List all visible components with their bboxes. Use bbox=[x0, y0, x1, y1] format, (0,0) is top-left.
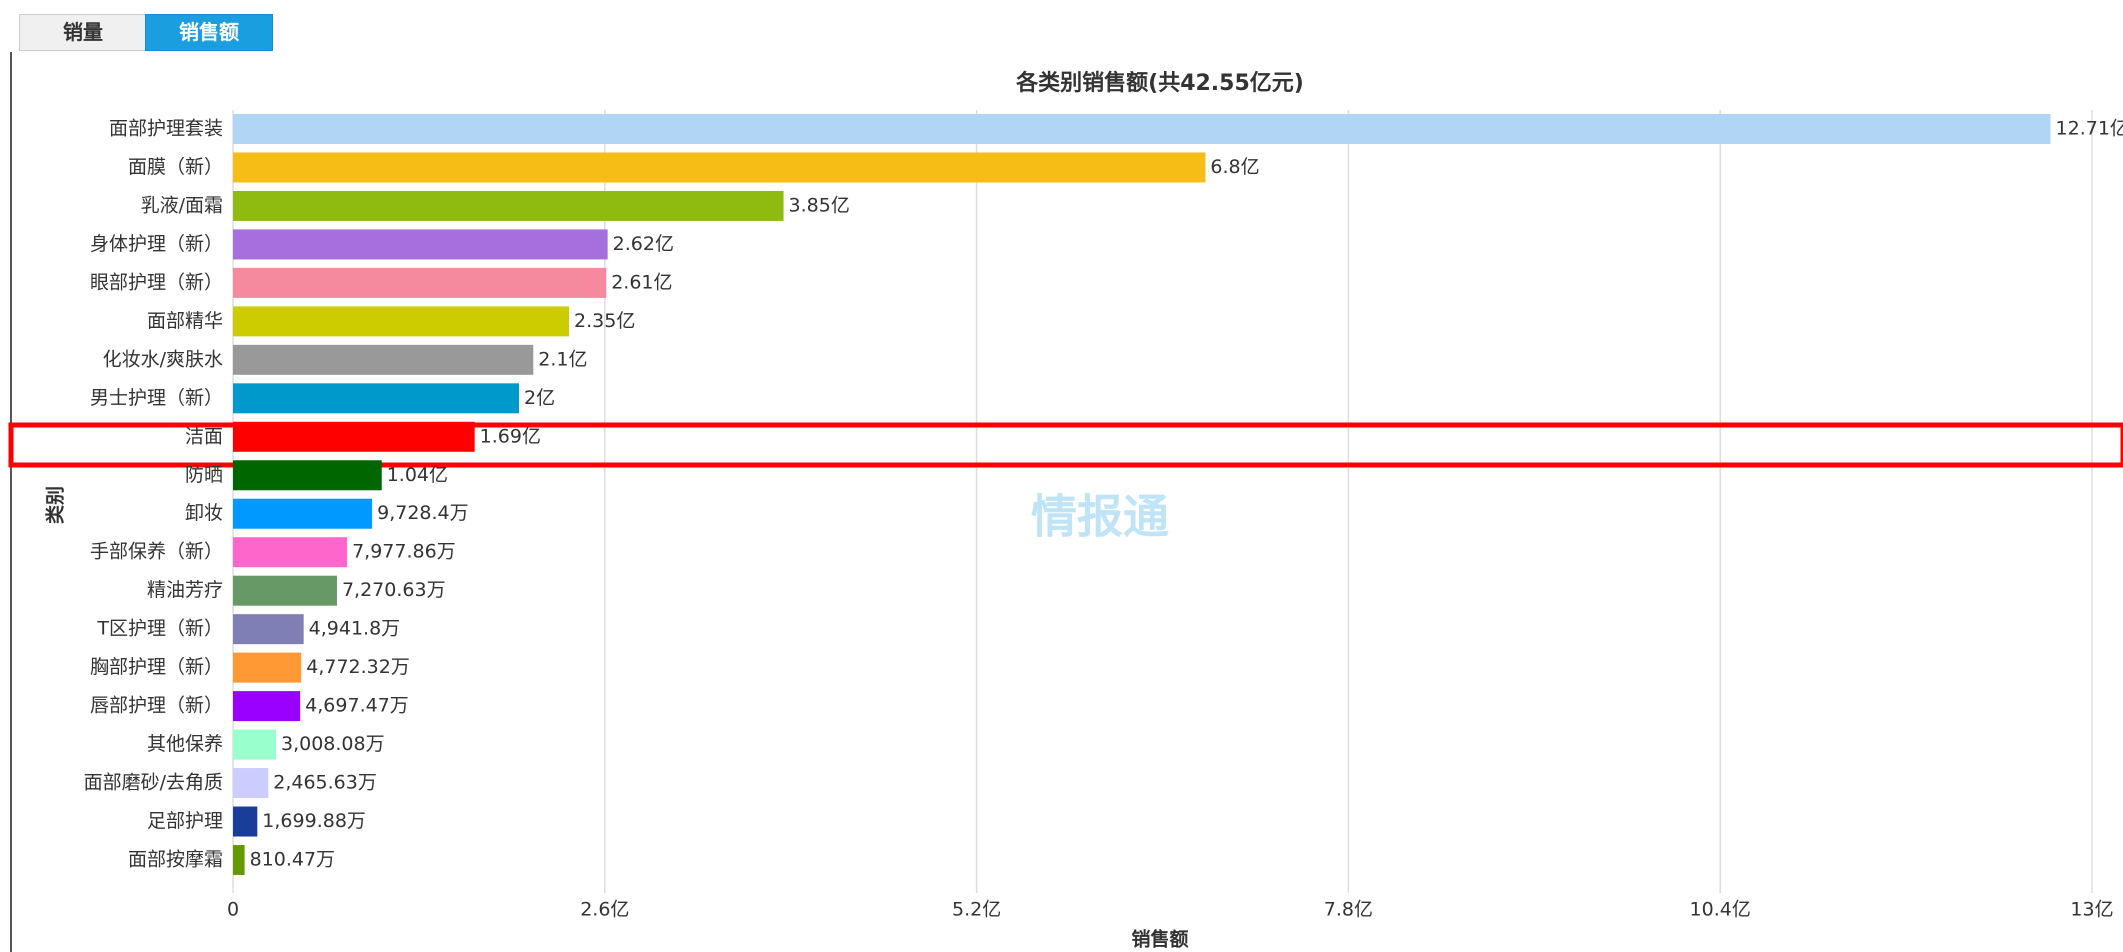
y-tick-label: 乳液/面霜 bbox=[141, 194, 223, 216]
y-tick-label: T区护理（新） bbox=[96, 618, 223, 640]
y-tick-label: 眼部护理（新） bbox=[90, 271, 223, 293]
y-tick-label: 其他保养 bbox=[147, 733, 223, 755]
value-label: 2.35亿 bbox=[574, 310, 635, 332]
bar bbox=[233, 691, 301, 722]
tab-sales-amount[interactable]: 销售额 bbox=[145, 14, 273, 51]
x-axis-title: 销售额 bbox=[1131, 928, 1188, 951]
x-tick-label: 13亿 bbox=[2070, 899, 2113, 921]
bar bbox=[233, 498, 373, 529]
value-label: 1,699.88万 bbox=[262, 810, 366, 832]
bar bbox=[233, 344, 534, 375]
y-tick-label: 唇部护理（新） bbox=[90, 695, 223, 717]
value-label: 4,772.32万 bbox=[306, 656, 410, 678]
bar bbox=[233, 768, 269, 799]
bar bbox=[233, 306, 570, 337]
bar bbox=[233, 729, 277, 760]
y-tick-label: 胸部护理（新） bbox=[90, 656, 223, 678]
y-tick-label: 面部按摩霜 bbox=[128, 849, 223, 871]
bar bbox=[233, 614, 304, 645]
y-tick-label: 面部护理套装 bbox=[109, 118, 223, 140]
y-tick-label: 面部磨砂/去角质 bbox=[84, 772, 223, 794]
bar bbox=[233, 806, 258, 837]
tab-sales-volume[interactable]: 销量 bbox=[19, 14, 147, 51]
y-tick-label: 足部护理 bbox=[147, 810, 223, 832]
chart-title: 各类别销售额(共42.55亿元) bbox=[1015, 70, 1304, 96]
value-label: 2.1亿 bbox=[538, 348, 587, 370]
bar bbox=[233, 845, 245, 875]
value-label: 1.04亿 bbox=[387, 464, 448, 486]
y-axis-title: 类别 bbox=[44, 486, 67, 524]
y-tick-label: 防晒 bbox=[185, 464, 223, 486]
y-tick-label: 面部精华 bbox=[147, 310, 223, 332]
x-tick-label: 5.2亿 bbox=[952, 899, 1001, 921]
y-tick-label: 卸妆 bbox=[185, 502, 223, 524]
y-tick-label: 精油芳疗 bbox=[147, 579, 223, 601]
value-label: 2.62亿 bbox=[613, 233, 674, 255]
x-tick-label: 2.6亿 bbox=[580, 899, 629, 921]
value-label: 3,008.08万 bbox=[281, 733, 385, 755]
value-label: 6.8亿 bbox=[1210, 156, 1259, 178]
y-tick-label: 化妆水/爽肤水 bbox=[103, 348, 223, 370]
x-tick-label: 10.4亿 bbox=[1690, 899, 1751, 921]
value-label: 2.61亿 bbox=[611, 271, 672, 293]
value-label: 3.85亿 bbox=[789, 194, 850, 216]
bar bbox=[233, 152, 1206, 183]
bar bbox=[233, 383, 519, 414]
value-label: 12.71亿 bbox=[2056, 118, 2123, 140]
highlight-box bbox=[8, 422, 2123, 468]
bar bbox=[233, 460, 382, 491]
y-tick-label: 洁面 bbox=[185, 425, 223, 447]
value-label: 7,977.86万 bbox=[352, 541, 456, 563]
value-label: 9,728.4万 bbox=[377, 502, 469, 524]
bar bbox=[233, 267, 607, 298]
bar bbox=[233, 537, 348, 568]
bar bbox=[233, 421, 475, 452]
value-label: 4,941.8万 bbox=[309, 618, 401, 640]
bar bbox=[233, 229, 608, 260]
bar bbox=[233, 652, 302, 683]
value-label: 2,465.63万 bbox=[273, 772, 377, 794]
value-label: 4,697.47万 bbox=[305, 695, 409, 717]
watermark: 情报通 bbox=[1031, 490, 1169, 544]
value-label: 1.69亿 bbox=[480, 425, 541, 447]
bar bbox=[233, 575, 337, 606]
x-tick-label: 7.8亿 bbox=[1324, 899, 1373, 921]
x-tick-label: 0 bbox=[227, 899, 239, 921]
value-label: 2亿 bbox=[524, 387, 555, 409]
bar bbox=[233, 190, 784, 221]
y-tick-label: 身体护理（新） bbox=[90, 233, 223, 255]
value-label: 810.47万 bbox=[250, 849, 335, 871]
y-tick-label: 面膜（新） bbox=[128, 156, 223, 178]
y-tick-label: 手部保养（新） bbox=[90, 541, 223, 563]
bar bbox=[233, 114, 2051, 144]
value-label: 7,270.63万 bbox=[342, 579, 446, 601]
y-tick-label: 男士护理（新） bbox=[90, 387, 223, 409]
